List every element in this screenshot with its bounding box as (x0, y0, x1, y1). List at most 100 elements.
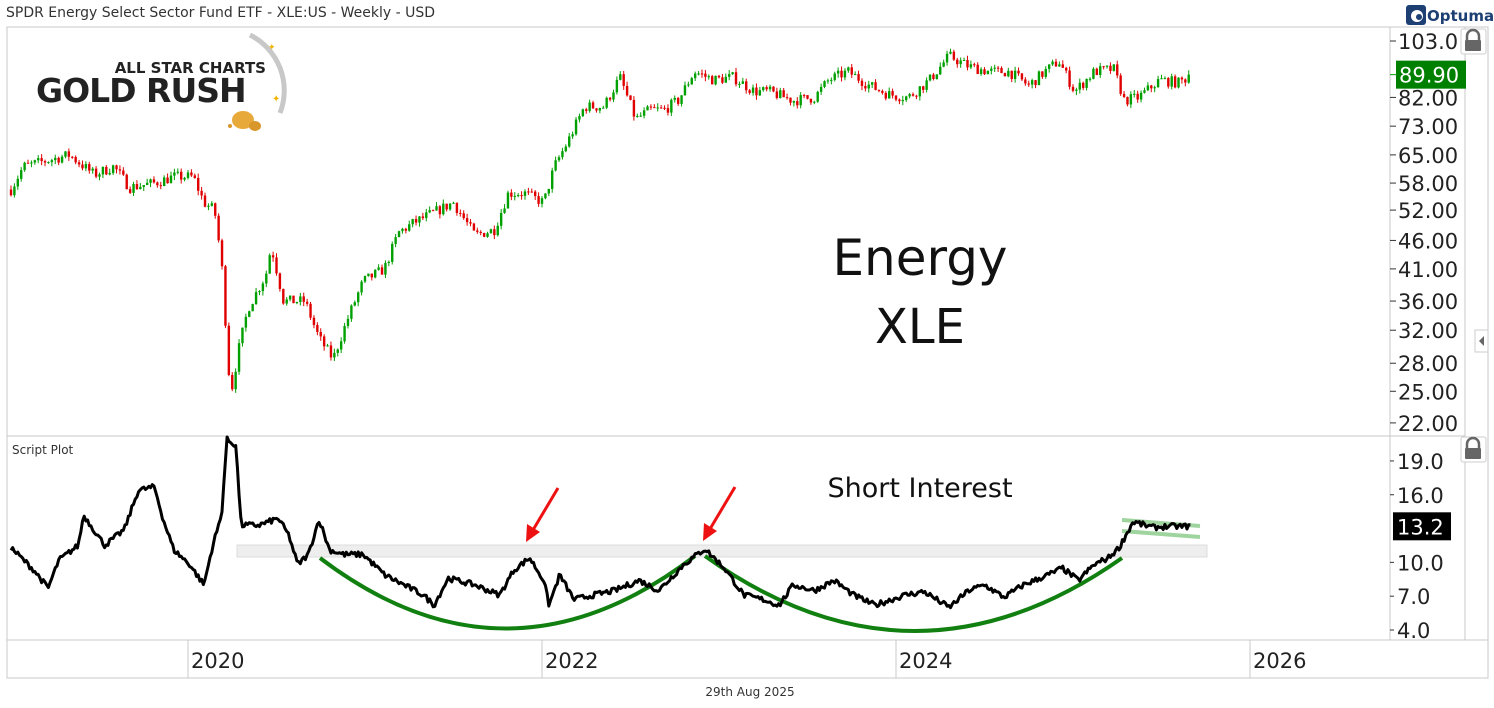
candle (646, 105, 649, 111)
candle (612, 89, 615, 103)
candle (384, 260, 387, 278)
candle (983, 67, 986, 75)
si-tick-label: 10.0 (1397, 551, 1444, 575)
candle (939, 62, 942, 76)
collapse-panel-button[interactable] (1474, 329, 1489, 353)
candle (915, 94, 918, 100)
candle (57, 156, 60, 166)
candle (884, 91, 887, 101)
candle (653, 104, 656, 109)
candle (956, 57, 959, 68)
candle (1163, 76, 1167, 80)
candle (608, 96, 612, 102)
candle (43, 159, 47, 167)
candle (656, 103, 659, 112)
candle (214, 202, 217, 219)
candle (190, 169, 193, 177)
candle (476, 227, 479, 234)
candle (847, 66, 850, 73)
candle (1150, 84, 1153, 93)
candle (224, 264, 227, 329)
candle (789, 97, 792, 106)
candle (1085, 78, 1088, 91)
candle (952, 49, 956, 61)
gold-rush-logo: ✦ ✦ ALL STAR CHARTS GOLD RUSH (36, 32, 287, 131)
lock-icon-price[interactable] (1460, 28, 1487, 55)
candle (748, 88, 751, 95)
candle (1061, 60, 1064, 68)
candle (397, 230, 401, 238)
candle (118, 165, 122, 175)
candle (792, 100, 796, 107)
short-interest-axis: 19.0 16.0 10.0 7.0 4.0 13.2 (1390, 450, 1451, 643)
candle (1180, 76, 1184, 84)
candle (503, 204, 506, 214)
candle (105, 165, 108, 176)
candle (84, 161, 88, 172)
candle (377, 264, 380, 271)
price-tick-label: 58.00 (1398, 172, 1458, 196)
candle (833, 71, 836, 82)
candle (200, 186, 203, 200)
candle (77, 159, 81, 168)
footer-date: 29th Aug 2025 (705, 685, 794, 699)
candle (898, 98, 901, 105)
candle (425, 208, 428, 222)
candle (806, 95, 809, 100)
candle (374, 269, 377, 279)
candle (1010, 70, 1013, 83)
chart-title: SPDR Energy Select Sector Fund ETF - XLE… (6, 5, 435, 21)
candle (782, 87, 785, 98)
candle (64, 151, 67, 159)
red-arrow-2 (703, 486, 737, 541)
year-label: 2026 (1253, 649, 1306, 673)
candle (1126, 96, 1129, 107)
candle (642, 107, 646, 119)
candle (935, 74, 939, 80)
candle (724, 73, 728, 83)
candle (356, 291, 360, 307)
resistance-band (236, 544, 1208, 558)
candle (540, 196, 544, 208)
candle (1160, 74, 1163, 80)
candle (292, 295, 295, 304)
logo-line2: GOLD RUSH (36, 71, 246, 110)
candle (496, 222, 499, 237)
channel-lower (1121, 529, 1201, 539)
candle (431, 209, 435, 212)
candle (758, 86, 762, 97)
candle (414, 215, 418, 226)
candle (979, 67, 983, 76)
candle (772, 86, 775, 93)
candle (1136, 90, 1139, 103)
candle (1116, 60, 1119, 79)
lock-icon-short-interest[interactable] (1460, 436, 1487, 463)
candle (295, 301, 299, 305)
candle (122, 167, 125, 176)
candle (949, 48, 952, 55)
candle (1000, 66, 1003, 74)
candlestick-series (9, 48, 1190, 393)
candle (506, 190, 510, 209)
price-tick-label: 65.00 (1398, 144, 1458, 168)
candle (387, 260, 391, 267)
candle (523, 189, 527, 200)
candle (632, 96, 636, 121)
candle (625, 81, 629, 97)
candle (690, 76, 693, 85)
candle (687, 81, 690, 88)
candle (826, 78, 830, 84)
candle (1129, 91, 1133, 109)
candle (860, 78, 864, 91)
candle (132, 181, 135, 196)
candle (350, 304, 353, 322)
candle (622, 70, 625, 90)
candle (74, 155, 77, 165)
price-tick-label: 46.00 (1398, 229, 1458, 253)
candle (91, 166, 94, 174)
candle (816, 90, 819, 103)
price-axis: 103.0 82.00 73.00 65.00 58.00 52.00 46.00 41.00… (1390, 30, 1466, 436)
candle (207, 203, 210, 211)
candle (128, 186, 132, 194)
candle (197, 173, 200, 196)
